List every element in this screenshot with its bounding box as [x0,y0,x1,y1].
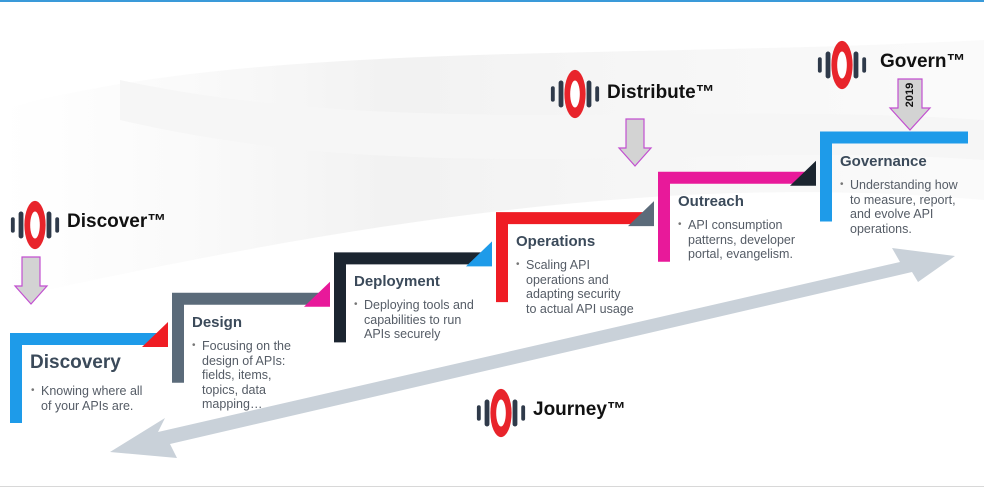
govern-year: 2019 [904,82,916,108]
stage-title-operations: Operations [516,233,596,250]
govern-down-arrow-icon [888,78,932,131]
corner-triangle-operations [628,201,654,227]
stage-title-discovery: Discovery [30,352,121,373]
top-accent-line [0,0,984,2]
stage-desc-governance: • Understanding how to measure, report, a… [840,178,958,236]
bullet-icon: • [840,179,844,190]
stage-desc-discovery: • Knowing where all of your APIs are. [31,384,143,413]
down-arrow-icon [13,256,49,305]
bottom-divider [0,486,984,487]
stage-title-outreach: Outreach [678,193,744,210]
stage-bracket-design [172,292,320,383]
bullet-icon: • [354,299,358,310]
journey-label: Journey™ [533,399,626,420]
journey-logo-icon [474,386,528,445]
bullet-icon: • [678,219,682,230]
corner-triangle-discovery [142,322,168,347]
bullet-icon: • [516,259,520,270]
stage-title-deployment: Deployment [354,273,440,290]
bullet-icon: • [31,385,35,396]
discover-logo-icon [8,198,62,257]
bullet-icon: • [192,340,196,351]
distribute-label: Distribute™ [607,82,715,103]
corner-triangle-design [304,281,330,307]
distribute-logo-icon [548,67,602,126]
stage-bracket-governance [820,131,968,222]
stage-desc-outreach: • API consumption patterns, developer por… [678,218,796,261]
stage-title-governance: Governance [840,153,927,170]
corner-triangle-outreach [790,160,816,186]
govern-logo-icon [815,38,869,97]
corner-triangle-deployment [466,241,492,267]
stage-title-design: Design [192,314,243,331]
discover-label: Discover™ [67,211,167,232]
stage-bracket-discovery [10,333,158,423]
down-arrow-icon [617,118,653,167]
govern-label: Govern™ [880,51,966,72]
background-swoosh [120,80,984,160]
stage-desc-design: • Focusing on the design of APIs: fields,… [192,339,291,411]
journey-double-arrow [110,248,955,458]
stage-desc-deployment: • Deploying tools and capabilities to run… [354,298,474,341]
stage-bracket-deployment [334,252,482,343]
stage-bracket-outreach [658,171,806,262]
stage-desc-operations: • Scaling API operations and adapting sec… [516,258,634,316]
stage-bracket-operations [496,212,644,303]
